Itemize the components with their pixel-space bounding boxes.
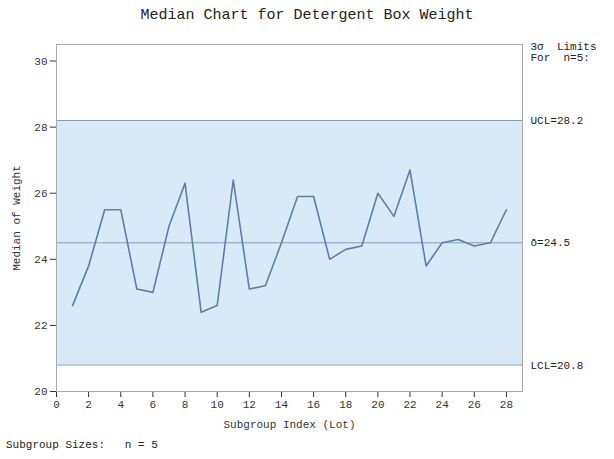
svg-text:0: 0 — [53, 399, 60, 411]
svg-text:12: 12 — [243, 399, 256, 411]
svg-text:Median of Weight: Median of Weight — [11, 165, 23, 271]
svg-text:22: 22 — [403, 399, 416, 411]
svg-text:20: 20 — [371, 399, 384, 411]
svg-text:4: 4 — [117, 399, 124, 411]
svg-text:18: 18 — [339, 399, 352, 411]
html-text:Subgroup Sizes: n = 5: Subgroup Sizes: n = 5 — [6, 439, 158, 451]
svg-text:LCL=20.8: LCL=20.8 — [531, 360, 584, 372]
svg-text:ō=24.5: ō=24.5 — [531, 237, 571, 249]
svg-text:24: 24 — [34, 254, 48, 266]
svg-text:28: 28 — [500, 399, 513, 411]
svg-text:UCL=28.2: UCL=28.2 — [531, 115, 584, 127]
svg-text:30: 30 — [34, 56, 47, 68]
svg-text:24: 24 — [436, 399, 450, 411]
svg-text:14: 14 — [275, 399, 289, 411]
svg-text:26: 26 — [34, 188, 47, 200]
html-text:Median Chart for Detergent Box: Median Chart for Detergent Box Weight — [140, 7, 474, 24]
svg-text:Subgroup Index (Lot): Subgroup Index (Lot) — [223, 419, 355, 431]
svg-text:20: 20 — [34, 386, 47, 398]
svg-text:6: 6 — [150, 399, 157, 411]
svg-text:26: 26 — [468, 399, 481, 411]
svg-text:2: 2 — [85, 399, 92, 411]
svg-text:8: 8 — [182, 399, 189, 411]
svg-text:3σ LimitsFor n=5:: 3σ LimitsFor n=5: — [531, 41, 597, 64]
svg-text:10: 10 — [211, 399, 224, 411]
svg-text:16: 16 — [307, 399, 320, 411]
svg-text:22: 22 — [34, 320, 47, 332]
svg-text:28: 28 — [34, 122, 47, 134]
